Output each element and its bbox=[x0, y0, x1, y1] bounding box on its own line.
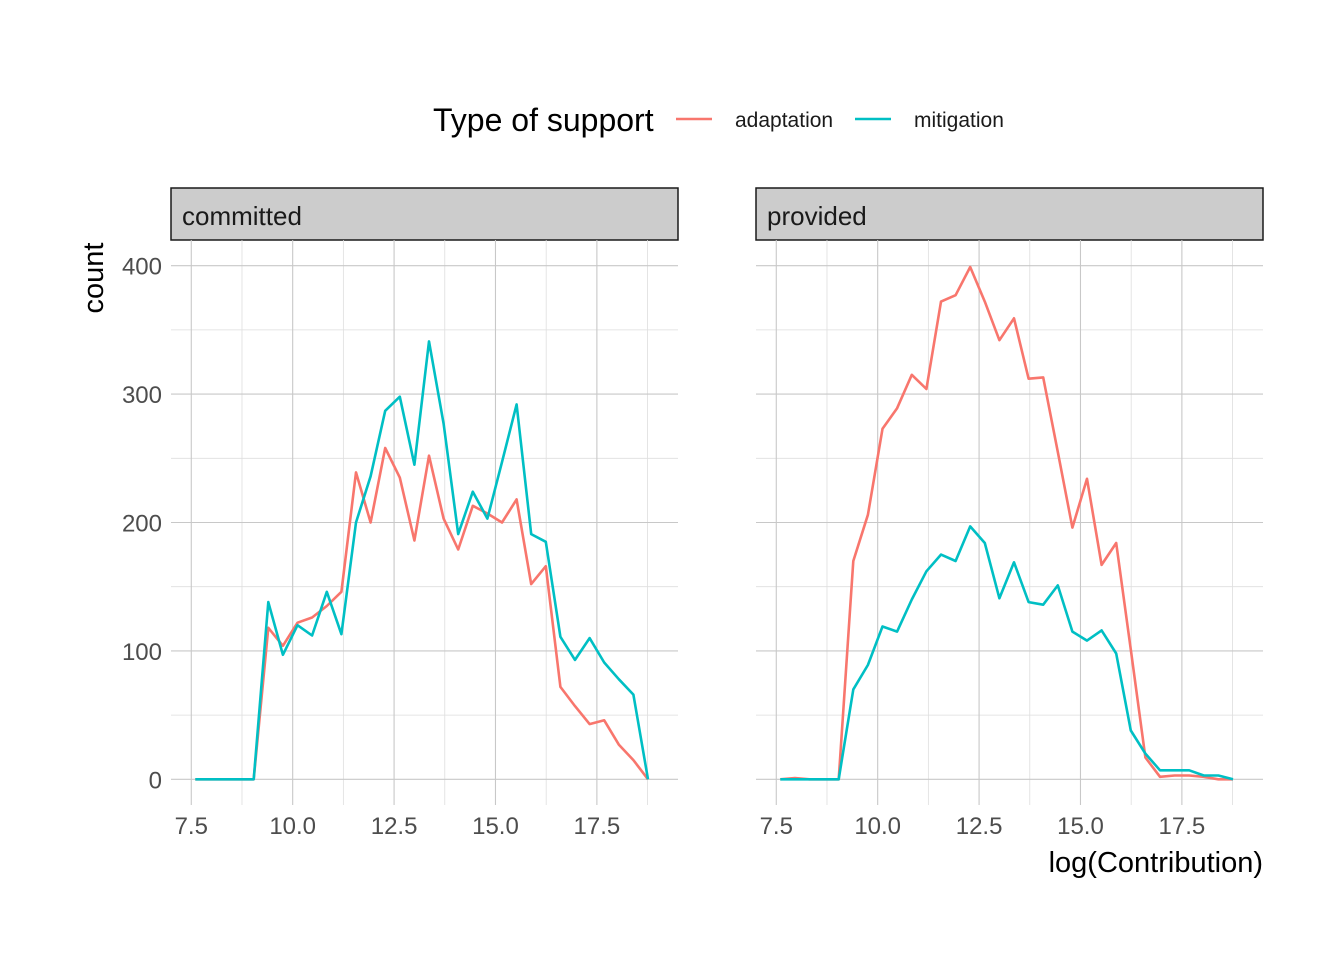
grid-committed bbox=[171, 240, 678, 805]
series-line-adaptation bbox=[780, 265, 1233, 781]
facet-provided: provided 7.5 10.0 12.5 15.0 17.5 bbox=[755, 187, 1264, 840]
facet-strip-label-committed: committed bbox=[182, 201, 302, 231]
x-tick-label: 17.5 bbox=[1159, 813, 1206, 840]
x-tick-label: 17.5 bbox=[574, 813, 621, 840]
facet-strip-label-provided: provided bbox=[767, 201, 867, 231]
series-lines-provided bbox=[780, 265, 1234, 781]
legend-label-adaptation: adaptation bbox=[735, 109, 833, 132]
y-axis-title: count bbox=[78, 243, 110, 314]
x-axis-title: log(Contribution) bbox=[1049, 847, 1263, 879]
legend-label-mitigation: mitigation bbox=[914, 109, 1004, 132]
x-tick-label: 12.5 bbox=[956, 813, 1003, 840]
facet-strip-committed bbox=[170, 187, 679, 241]
x-tick-label: 15.0 bbox=[1057, 813, 1104, 840]
x-tick-label: 12.5 bbox=[371, 813, 418, 840]
legend: Type of support adaptation mitigation bbox=[433, 102, 1004, 138]
y-tick-label: 200 bbox=[122, 511, 162, 538]
x-tick-label: 10.0 bbox=[854, 813, 901, 840]
x-tick-labels-committed: 7.5 10.0 12.5 15.0 17.5 bbox=[175, 813, 621, 840]
series-line-mitigation bbox=[195, 340, 650, 781]
x-tick-labels-provided: 7.5 10.0 12.5 15.0 17.5 bbox=[760, 813, 1206, 840]
y-tick-label: 100 bbox=[122, 639, 162, 666]
y-tick-label: 400 bbox=[122, 254, 162, 281]
facet-strip-provided bbox=[755, 187, 1264, 241]
series-line-adaptation bbox=[195, 446, 650, 781]
y-tick-label: 300 bbox=[122, 382, 162, 409]
x-tick-label: 15.0 bbox=[472, 813, 519, 840]
x-tick-label: 7.5 bbox=[760, 813, 793, 840]
x-tick-label: 7.5 bbox=[175, 813, 208, 840]
facet-committed: committed 0 100 200 300 400 7.5 10.0 12.5 15.0 1… bbox=[122, 187, 679, 840]
y-tick-label: 0 bbox=[149, 767, 162, 794]
x-tick-label: 10.0 bbox=[269, 813, 316, 840]
y-tick-labels: 0 100 200 300 400 bbox=[122, 254, 162, 795]
grid-provided bbox=[756, 240, 1263, 805]
series-line-mitigation bbox=[780, 525, 1234, 781]
legend-title: Type of support bbox=[433, 102, 654, 138]
series-lines-committed bbox=[195, 340, 650, 781]
